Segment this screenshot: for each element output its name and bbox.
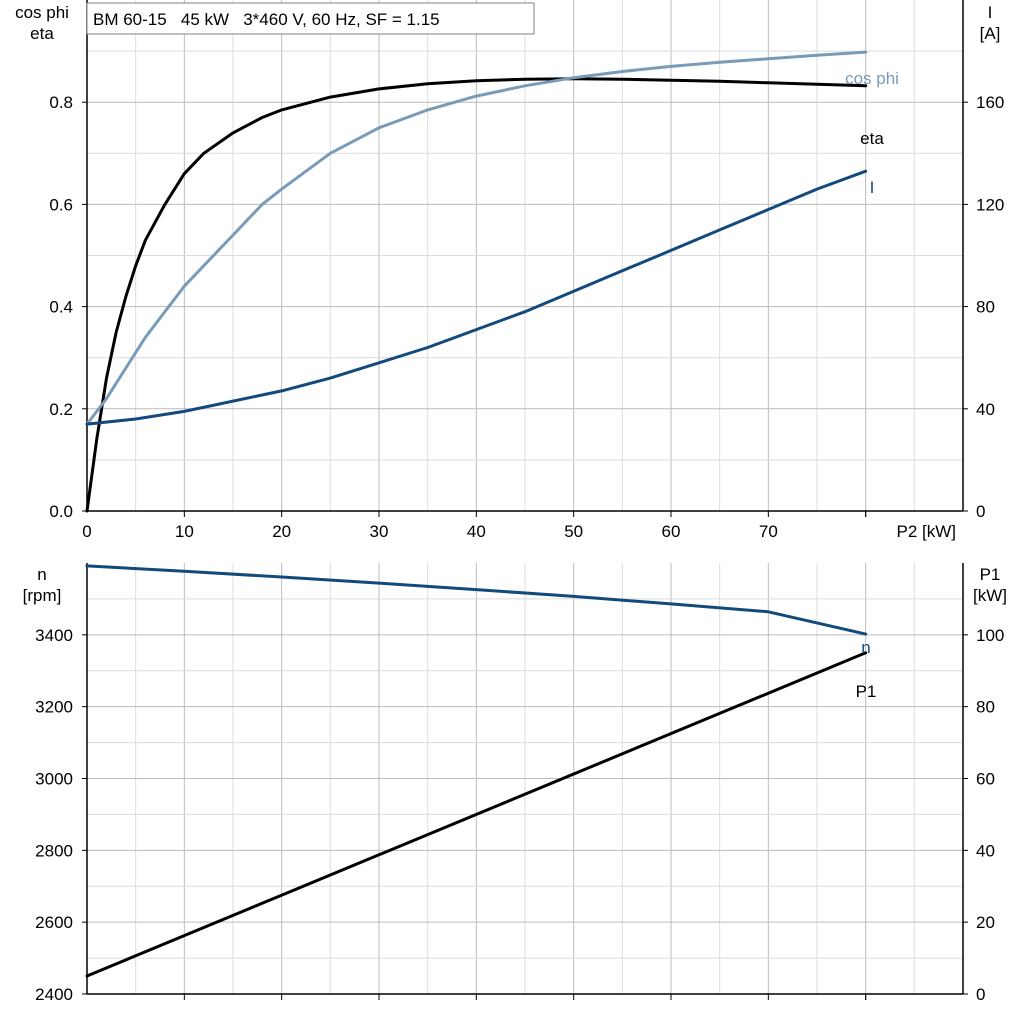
y-left-tick-label: 0.2 [49, 400, 73, 419]
y-left-tick-label: 2800 [35, 841, 73, 860]
y-left-tick-label: 0.0 [49, 502, 73, 521]
x-tick-label: 20 [272, 522, 291, 541]
y-right-tick-label: 20 [976, 913, 995, 932]
series-line-i [85, 169, 868, 426]
title-box [86, 2, 535, 35]
x-tick-label: 70 [759, 522, 778, 541]
y-right-tick-label: 80 [976, 298, 995, 317]
y-left-tick-label: 3000 [35, 770, 73, 789]
x-axis-label: P2 [kW] [896, 522, 956, 541]
y-right-tick-label: 160 [976, 93, 1004, 112]
chart-title: BM 60-15 45 kW 3*460 V, 60 Hz, SF = 1.15 [93, 10, 440, 29]
y-right-tick-label: 80 [976, 698, 995, 717]
y-left-tick-label: 0.8 [49, 93, 73, 112]
y-right-tick-label: 120 [976, 195, 1004, 214]
y-right-tick-label: 0 [976, 985, 985, 1004]
y-right-tick-label: 100 [976, 626, 1004, 645]
top-panel: 0.0 0.2 0.4 0.6 0.8 0 40 80 120 160 0 10 20 30 40 50 60 7… [15, 0, 1004, 541]
bottom-panel: 2400 2600 2800 3000 3200 3400 0 20 40 60 80 100 n [rp… [23, 563, 1007, 1004]
y-right-axis-label: I [988, 3, 993, 22]
series-line-n [85, 564, 868, 636]
series-line-p1 [85, 651, 868, 978]
x-tick-label: 40 [467, 522, 486, 541]
y-left-tick-label: 0.6 [49, 195, 73, 214]
y-right-tick-label: 40 [976, 400, 995, 419]
y-left-axis-label: n [37, 565, 46, 584]
y-right-axis-unit: [kW] [973, 586, 1007, 605]
y-left-axis-unit: [rpm] [23, 586, 62, 605]
series-line-eta [85, 77, 868, 513]
y-left-axis-label: cos phi [15, 3, 69, 22]
series-label-cos-phi: cos phi [845, 69, 899, 88]
y-right-axis-label: P1 [980, 565, 1001, 584]
y-left-tick-label: 2600 [35, 913, 73, 932]
series-line-cos-phi [85, 50, 868, 426]
y-left-tick-label: 2400 [35, 985, 73, 1004]
x-tick-label: 10 [175, 522, 194, 541]
y-left-tick-label: 3400 [35, 626, 73, 645]
y-left-tick-label: 3200 [35, 698, 73, 717]
series-label-eta: eta [860, 129, 884, 148]
y-right-tick-label: 40 [976, 841, 995, 860]
x-tick-label: 60 [662, 522, 681, 541]
y-right-tick-label: 0 [976, 502, 985, 521]
x-tick-label: 50 [564, 522, 583, 541]
series-label-i: I [870, 178, 875, 197]
y-left-axis-unit: eta [30, 24, 54, 43]
series-label-n: n [861, 638, 870, 657]
x-tick-label: 30 [370, 522, 389, 541]
y-right-axis-unit: [A] [980, 24, 1001, 43]
x-tick-label: 0 [82, 522, 91, 541]
series-label-p1: P1 [856, 682, 877, 701]
y-left-tick-label: 0.4 [49, 298, 73, 317]
y-right-tick-label: 60 [976, 770, 995, 789]
